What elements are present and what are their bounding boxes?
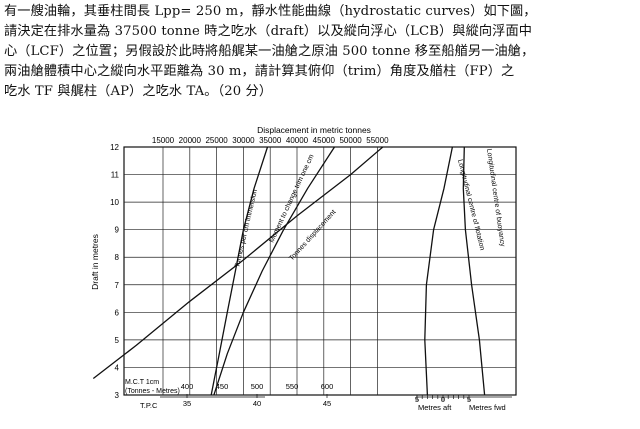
curves: [92, 146, 486, 396]
mct-tick-label: 550: [286, 382, 299, 391]
y-tick-label: 6: [115, 308, 120, 317]
mct-label-1: M.C.T 1cm: [125, 379, 159, 386]
displacement-tick-label: 30000: [232, 136, 255, 145]
y-tick-label: 11: [111, 171, 120, 180]
y-tick-label: 5: [115, 336, 120, 345]
y-tick-label: 4: [115, 363, 120, 372]
y-tick-label: 10: [110, 198, 119, 207]
lc-tick-label: 5: [467, 395, 471, 404]
y-axis-label: Draft in metres: [90, 234, 100, 290]
lc-tick-label: 5: [415, 395, 419, 404]
displacement-tick-label: 40000: [286, 136, 309, 145]
tpc-tick-label: 45: [323, 399, 331, 408]
y-tick-label: 12: [110, 143, 119, 152]
question-line-2: 請決定在排水量為 37500 tonne 時之吃水（draft）以及縱向浮心（L…: [4, 24, 533, 39]
question-text: 有一艘油輪，其垂柱間長 Lpp= 250 m，靜水性能曲線（hydrostati…: [4, 2, 636, 102]
question-line-3: 心（LCF）之位置；另假設於此時將船艉某一油艙之原油 500 tonne 移至船…: [4, 44, 535, 59]
question-line-5: 吃水 TF 與艉柱（AP）之吃水 TA。（20 分）: [4, 84, 273, 99]
curve-label-lcb: Longitudinal centre of buoyancy: [485, 148, 506, 247]
curve-label-tpc: Tonnes per cm immersion: [234, 189, 259, 269]
displacement-tick-label: 45000: [313, 136, 336, 145]
y-tick-label: 8: [115, 253, 120, 262]
y-tick-label: 3: [115, 391, 120, 400]
mct-tick-label: 450: [216, 382, 229, 391]
displacement-tick-label: 20000: [179, 136, 202, 145]
curve-label-mct: Moment to change trim one cm: [268, 153, 315, 244]
mct-label-2: (Tonnes - Metres): [125, 388, 180, 395]
curve-lcb: [462, 146, 486, 396]
mct-tick-label: 500: [251, 382, 264, 391]
chart-title: Displacement in metric tonnes: [257, 125, 371, 135]
displacement-tick-label: 55000: [366, 136, 389, 145]
metres-fwd-label: Metres fwd: [469, 403, 506, 412]
tpc-label: T.P.C: [140, 401, 158, 410]
curve-label-lcf: Longitudinal centre of flotation: [456, 159, 485, 251]
mct-tick-label: 600: [321, 382, 334, 391]
curve-lcf: [424, 146, 454, 396]
lc-tick-label: 0: [441, 395, 445, 404]
question-line-4: 兩油艙體積中心之縱向水平距離為 30 m，請計算其俯仰（trim）角度及艏柱（F…: [4, 64, 515, 79]
question-line-1: 有一艘油輪，其垂柱間長 Lpp= 250 m，靜水性能曲線（hydrostati…: [4, 4, 537, 19]
displacement-tick-label: 15000: [152, 136, 175, 145]
metres-aft-label: Metres aft: [418, 403, 452, 412]
curve-tonnes-displacement: [92, 146, 384, 380]
y-tick-label: 7: [115, 281, 120, 290]
curve-tpc: [210, 146, 269, 396]
tpc-tick-label: 40: [253, 399, 261, 408]
curve-mct: [213, 146, 336, 396]
mct-tick-label: 400: [181, 382, 194, 391]
tpc-tick-label: 35: [183, 399, 191, 408]
y-tick-label: 9: [115, 226, 120, 235]
displacement-tick-label: 50000: [339, 136, 362, 145]
displacement-tick-label: 25000: [205, 136, 228, 145]
displacement-tick-label: 35000: [259, 136, 282, 145]
plot-frame: [123, 146, 517, 396]
grid-lines: [124, 147, 516, 395]
